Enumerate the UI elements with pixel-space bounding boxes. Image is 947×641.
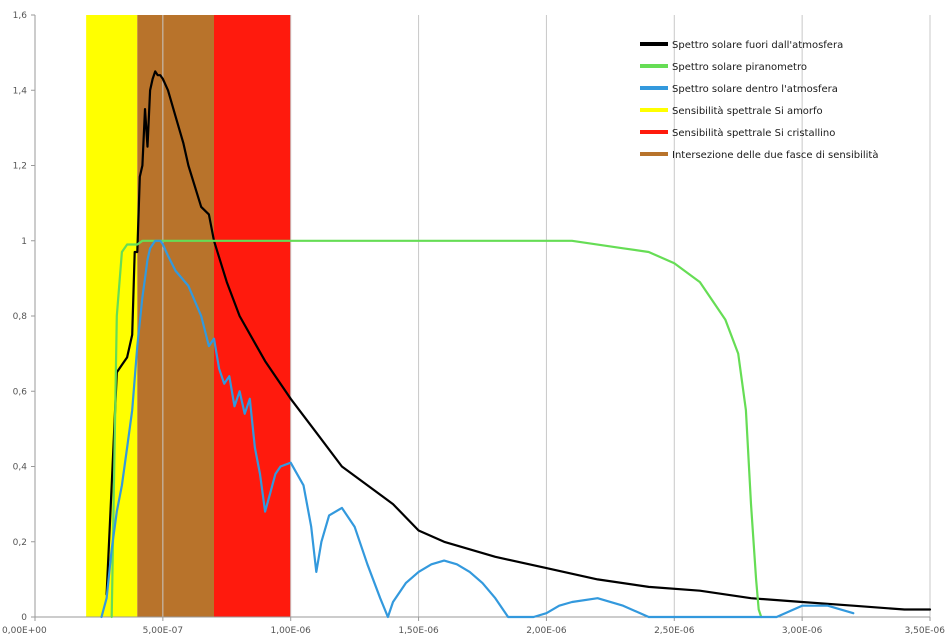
- gridlines: [162, 15, 931, 617]
- band-0: [86, 15, 138, 617]
- y-tick-label-4: 0,8: [13, 312, 28, 322]
- axes: [31, 14, 931, 621]
- legend-label-4: Sensibilità spettrale Si cristallino: [672, 127, 835, 139]
- band-2: [214, 15, 291, 617]
- x-tick-label-5: 2,50E-06: [654, 626, 695, 636]
- legend-label-5: Intersezione delle due fasce di sensibil…: [672, 149, 878, 161]
- x-tick-label-3: 1,50E-06: [398, 626, 439, 636]
- series-line-1: [110, 239, 763, 619]
- tick-labels: 0 0,2 0,4 0,6 0,8 1 1,2 1,4 1,6 0,00E+00 5,00E-07 1…: [2, 11, 945, 636]
- y-tick-label-0: 0: [21, 613, 27, 623]
- y-tick-label-3: 0,6: [13, 387, 28, 397]
- y-tick-label-6: 1,2: [13, 162, 27, 172]
- series-line-2: [100, 239, 855, 619]
- y-tick-label-2: 0,4: [13, 463, 28, 473]
- x-tick-label-6: 3,00E-06: [782, 626, 823, 636]
- legend-label-1: Spettro solare piranometro: [672, 62, 807, 73]
- legend-label-3: Sensibilità spettrale Si amorfo: [672, 105, 823, 117]
- x-tick-label-0: 0,00E+00: [2, 626, 47, 636]
- y-tick-label-1: 0,2: [13, 538, 27, 548]
- x-tick-label-1: 5,00E-07: [143, 626, 183, 636]
- x-tick-label-2: 1,00E-06: [270, 626, 311, 636]
- x-tick-label-4: 2,00E-06: [526, 626, 567, 636]
- series-line-0: [105, 70, 932, 611]
- y-tick-label-7: 1,4: [13, 86, 28, 96]
- x-tick-label-7: 3,50E-06: [905, 626, 946, 636]
- series-lines: [100, 70, 932, 619]
- y-tick-label-8: 1,6: [13, 11, 28, 21]
- legend: Spettro solare fuori dall'atmosfera Spett…: [640, 40, 878, 161]
- y-tick-label-5: 1: [21, 237, 27, 247]
- legend-label-2: Spettro solare dentro l'atmosfera: [672, 84, 838, 95]
- legend-label-0: Spettro solare fuori dall'atmosfera: [672, 40, 843, 51]
